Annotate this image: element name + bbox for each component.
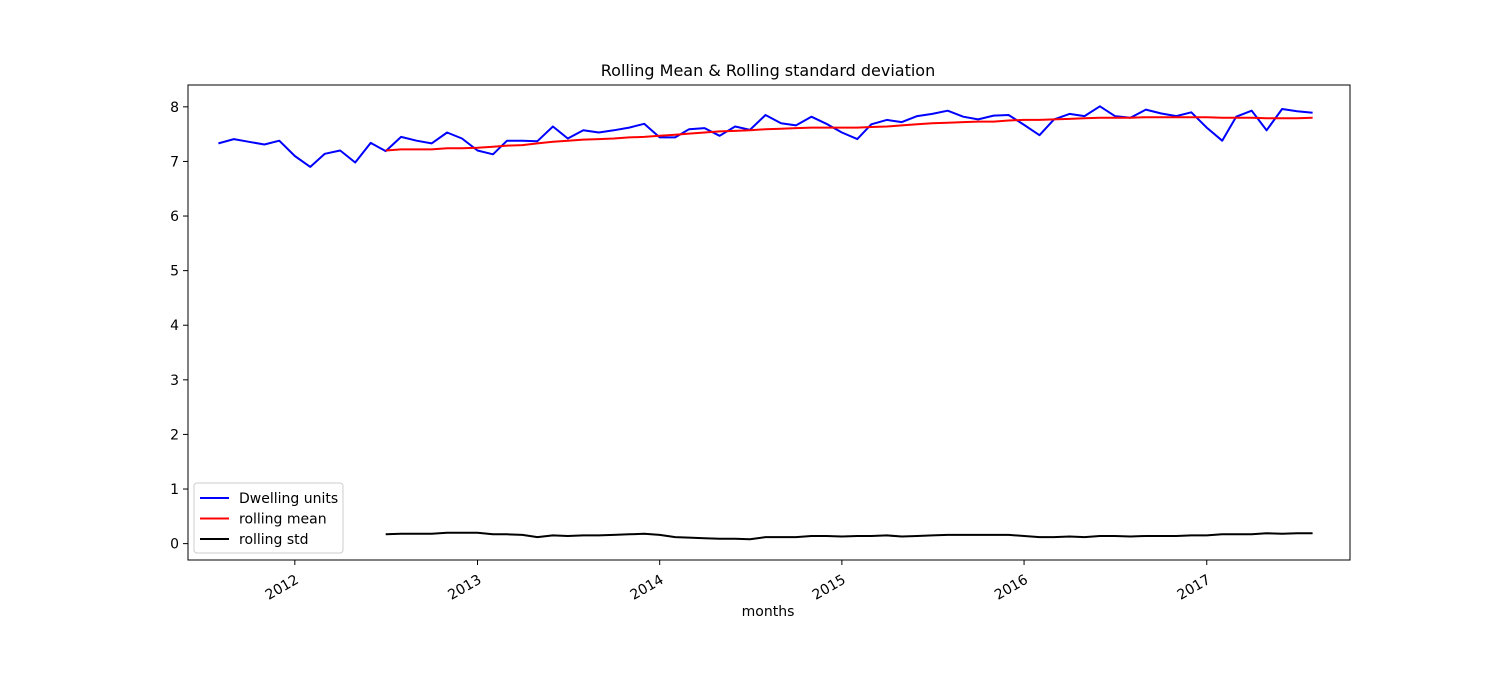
y-tick-label: 7 [170, 154, 179, 170]
legend: Dwelling units rolling mean rolling std [193, 482, 344, 554]
y-tick-label: 6 [170, 209, 179, 225]
x-axis-label: months [742, 604, 795, 620]
x-tick-label: 2015 [810, 572, 849, 604]
chart-title: Rolling Mean & Rolling standard deviatio… [601, 61, 935, 80]
y-tick-label: 2 [170, 427, 179, 443]
y-tick-label: 3 [170, 373, 179, 389]
y-tick-label: 4 [170, 318, 179, 334]
legend-label-rolling-mean: rolling mean [239, 512, 327, 528]
y-tick-label: 1 [170, 482, 179, 498]
y-axis: 0 1 2 3 4 5 6 7 8 [170, 100, 188, 553]
y-tick-label: 5 [170, 264, 179, 280]
y-tick-label: 0 [170, 537, 179, 553]
x-tick-label: 2013 [445, 572, 484, 604]
legend-label-rolling-std: rolling std [239, 532, 309, 548]
series-line-rolling-mean [385, 116, 1313, 152]
plot-area [187, 84, 1351, 561]
x-tick-label: 2016 [992, 572, 1031, 604]
x-tick-label: 2017 [1175, 572, 1214, 604]
x-tick-label: 2014 [628, 572, 667, 604]
legend-label-dwelling-units: Dwelling units [239, 491, 338, 507]
x-tick-label: 2012 [263, 572, 302, 604]
series-layer [218, 105, 1313, 541]
x-axis: 2012 2013 2014 2015 2016 2017 [263, 560, 1214, 604]
series-line-dwelling-units [218, 105, 1313, 168]
y-tick-label: 8 [170, 100, 179, 116]
legend-box [193, 482, 344, 554]
series-line-rolling-std [385, 531, 1313, 541]
